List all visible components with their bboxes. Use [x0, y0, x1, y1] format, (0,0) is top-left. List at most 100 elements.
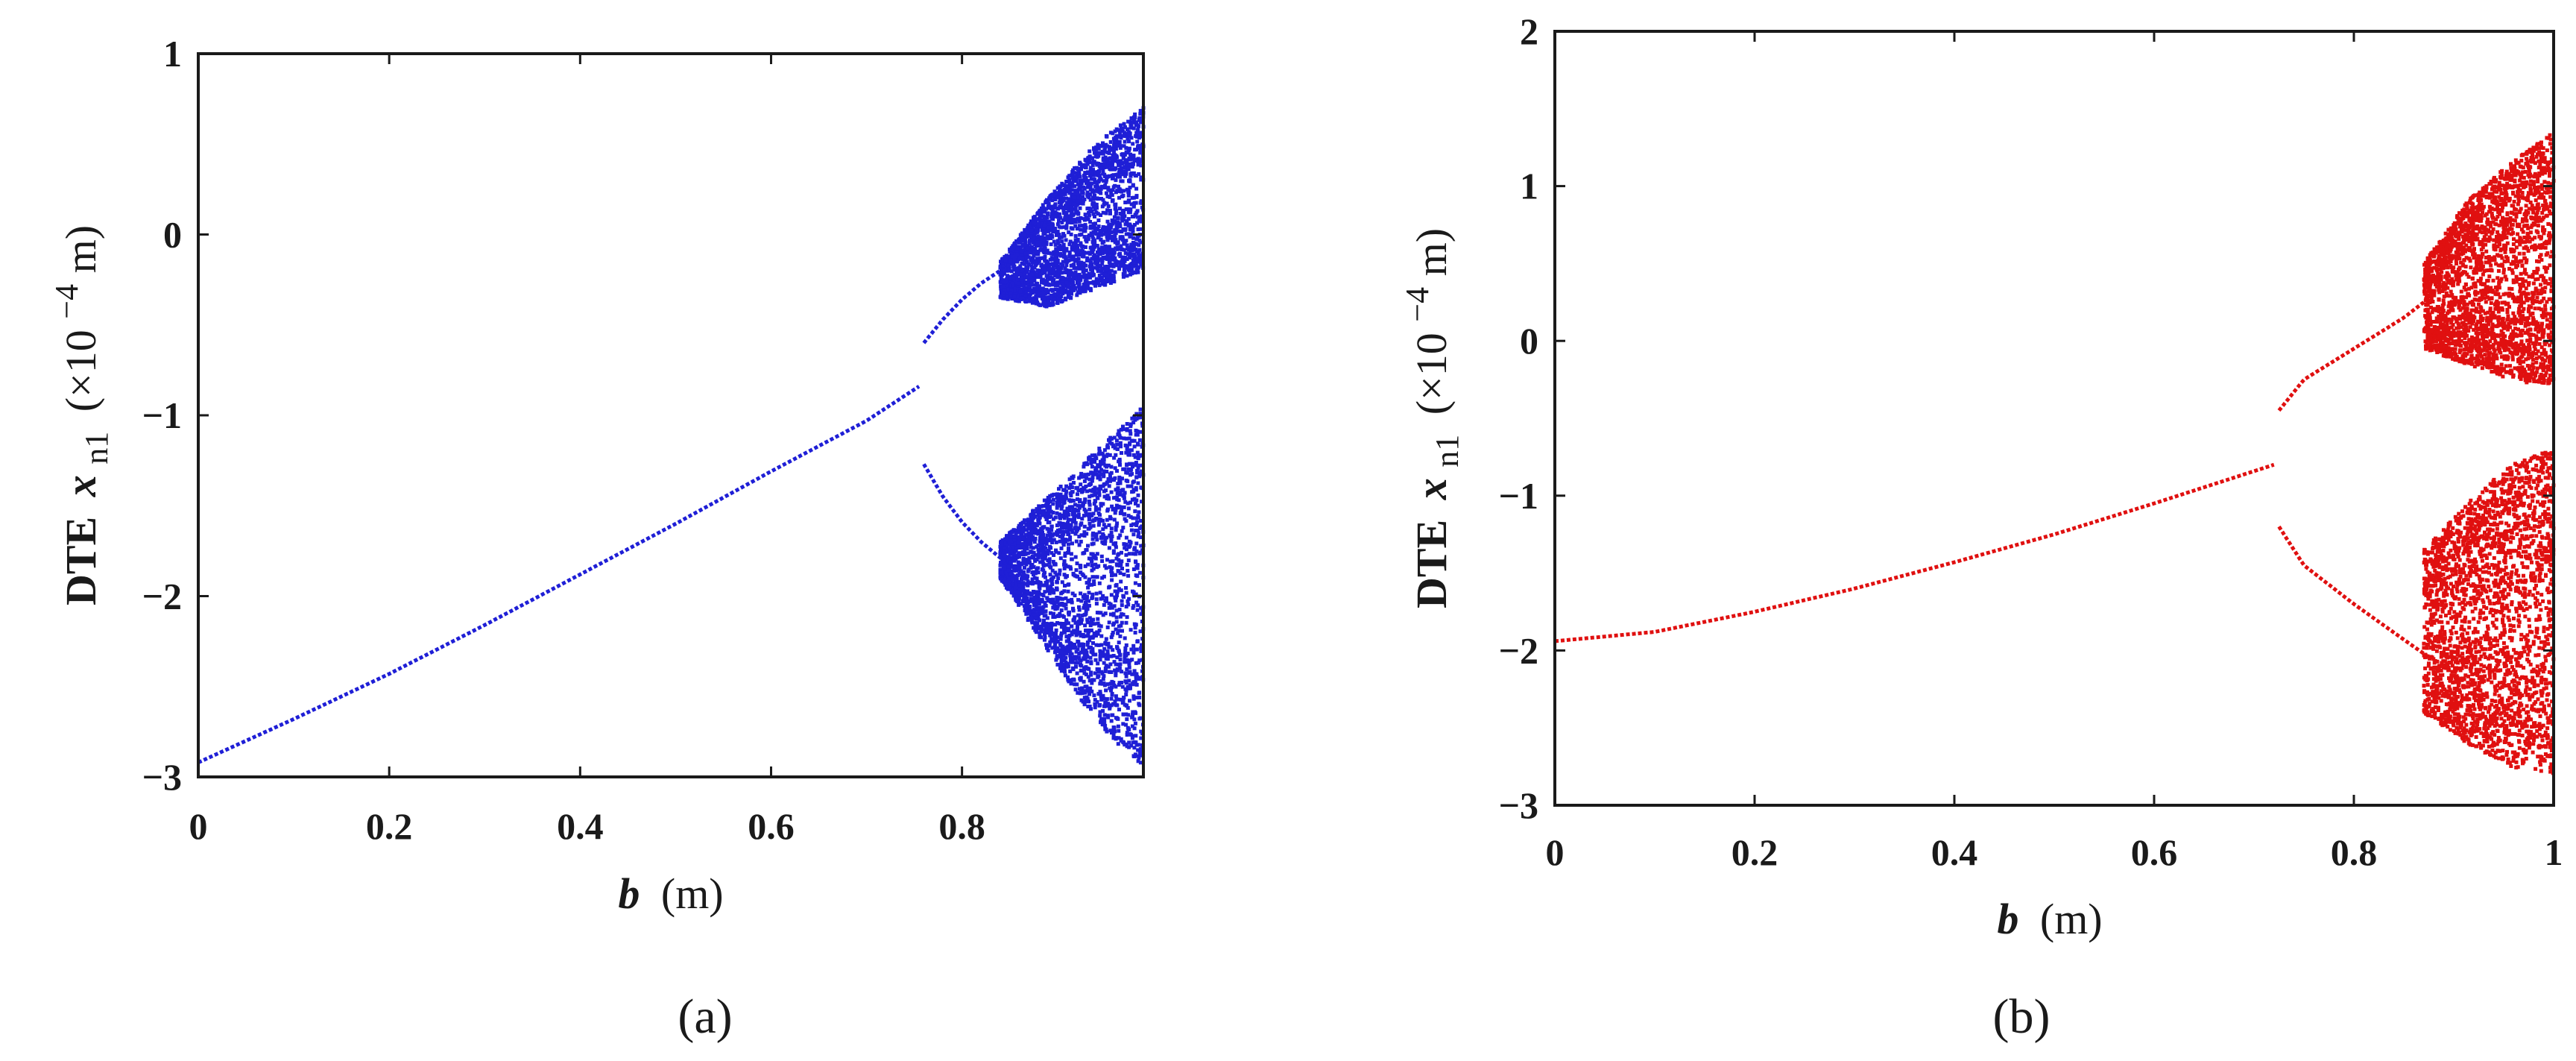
data-point: [1046, 622, 1051, 626]
data-point: [1063, 488, 1067, 492]
data-point: [1029, 523, 1034, 527]
data-point: [1109, 688, 1113, 693]
data-point: [1118, 145, 1123, 150]
data-point: [1036, 252, 1041, 256]
data-point: [1137, 702, 1141, 706]
data-point: [999, 544, 1003, 548]
data-point: [1004, 572, 1008, 576]
data-point: [1048, 506, 1052, 510]
data-point: [1075, 244, 1079, 248]
data-point: [1071, 276, 1076, 280]
data-point: [1078, 630, 1082, 635]
data-point: [1055, 250, 1059, 254]
data-point: [1077, 608, 1082, 612]
data-point: [1096, 170, 1100, 174]
data-point: [1052, 239, 1056, 244]
data-point: [1020, 256, 1025, 261]
data-point: [1064, 596, 1068, 600]
data-point: [1114, 598, 1118, 602]
data-point: [1014, 568, 1019, 573]
data-point: [1109, 635, 1114, 640]
data-point: [1064, 226, 1069, 230]
data-point: [1117, 187, 1122, 192]
data-point: [999, 287, 1003, 292]
data-point: [1105, 144, 1110, 148]
data-point: [1098, 690, 1102, 694]
data-point: [1017, 530, 1021, 535]
data-point: [1085, 532, 1089, 536]
data-point: [1128, 174, 1133, 178]
data-point: [1034, 552, 1038, 557]
data-point: [1134, 661, 1138, 665]
data-point: [1049, 494, 1054, 498]
data-point: [1079, 634, 1083, 638]
data-point: [1055, 606, 1059, 611]
data-point: [1029, 619, 1034, 623]
data-point: [1090, 592, 1095, 596]
data-point: [1046, 599, 1050, 603]
data-point: [1038, 631, 1042, 635]
data-point: [1132, 547, 1137, 552]
data-point: [1122, 512, 1126, 516]
data-point: [1126, 188, 1130, 192]
data-point: [1117, 569, 1121, 573]
data-point: [1021, 526, 1026, 530]
data-point: [1039, 262, 1044, 267]
data-point: [1063, 266, 1067, 271]
data-point: [1030, 577, 1035, 582]
data-point: [1128, 222, 1132, 227]
data-point: [1131, 171, 1136, 175]
data-point: [1079, 260, 1084, 265]
data-point: [1125, 660, 1129, 664]
data-point: [1094, 634, 1098, 637]
data-point: [1096, 227, 1100, 232]
data-point: [1045, 533, 1049, 538]
data-point: [1080, 189, 1085, 194]
data-point: [1000, 268, 1003, 272]
data-point: [1126, 252, 1130, 256]
data-point: [1108, 274, 1112, 278]
data-point: [1114, 202, 1117, 207]
data-point: [1017, 287, 1021, 292]
data-point: [1090, 494, 1094, 498]
data-point: [1093, 283, 1097, 288]
data-point: [1082, 514, 1086, 518]
data-point: [1131, 650, 1136, 655]
data-point: [1107, 223, 1111, 227]
data-point: [1093, 535, 1098, 539]
data-point: [1134, 417, 1139, 421]
data-point: [1082, 534, 1087, 538]
data-point: [1067, 242, 1072, 247]
data-point: [1101, 210, 1105, 215]
data-point: [1128, 164, 1132, 169]
data-point: [1061, 596, 1064, 601]
data-point: [1119, 697, 1123, 702]
data-point: [1125, 444, 1129, 448]
data-point: [1132, 245, 1136, 249]
data-point: [1127, 462, 1131, 466]
data-point: [1069, 232, 1073, 236]
data-point: [1108, 209, 1112, 212]
data-point: [1013, 579, 1017, 584]
data-point: [1108, 249, 1113, 254]
data-point: [999, 560, 1003, 564]
data-point: [1099, 720, 1102, 725]
data-point: [1117, 728, 1121, 733]
data-point: [1121, 699, 1126, 703]
data-point: [1023, 233, 1027, 237]
data-point: [1076, 639, 1080, 643]
data-point: [1019, 602, 1023, 606]
data-point: [1095, 173, 1099, 177]
data-point: [1130, 271, 1134, 276]
data-point: [1137, 570, 1142, 575]
data-point: [1139, 240, 1143, 245]
data-point: [1078, 291, 1082, 295]
data-point: [1042, 264, 1046, 268]
data-point: [1116, 432, 1120, 437]
data-point: [1138, 429, 1143, 434]
data-point: [1140, 214, 1143, 218]
data-point: [1063, 670, 1067, 674]
data-point: [1058, 596, 1062, 600]
data-point: [1087, 629, 1091, 632]
data-point: [1088, 686, 1093, 690]
